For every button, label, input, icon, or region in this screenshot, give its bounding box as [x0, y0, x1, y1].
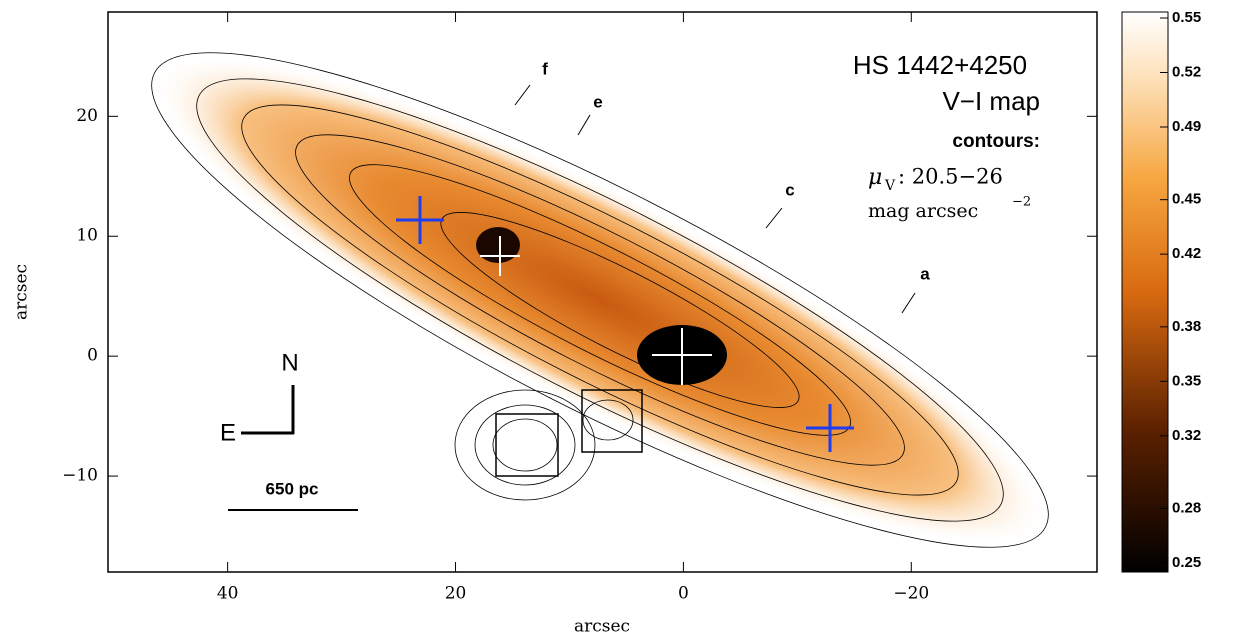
y-tick-label: 10 — [76, 226, 98, 246]
colorbar-tick-label: 0.45 — [1172, 191, 1201, 208]
scale-label: 650 pc — [266, 479, 319, 498]
y-tick-label: 0 — [87, 346, 98, 366]
colorbar-tick-label: 0.25 — [1172, 554, 1201, 571]
x-tick-label: 20 — [445, 584, 467, 604]
y-tick-label: −10 — [62, 466, 98, 486]
title: HS 1442+4250 — [853, 50, 1027, 80]
label-e: e — [593, 92, 602, 111]
label-a: a — [920, 264, 930, 283]
subtitle: V−I map — [942, 86, 1040, 116]
mu-subscript: V — [884, 178, 896, 194]
colorbar-tick-label: 0.35 — [1172, 372, 1201, 389]
x-tick-label: 40 — [217, 584, 239, 604]
mu-symbol: μ — [868, 165, 882, 190]
y-axis-label: arcsec — [12, 264, 32, 320]
figure: HS 1442+4250 V−I map contours: μ V : 20.… — [0, 0, 1235, 641]
east-label: E — [220, 419, 236, 446]
label-f: f — [542, 59, 548, 78]
colorbar-tick-label: 0.38 — [1172, 318, 1201, 335]
colorbar-tick-label: 0.55 — [1172, 9, 1201, 26]
units: mag arcsec — [868, 200, 978, 222]
x-tick-label: −20 — [893, 584, 929, 604]
north-label: N — [281, 349, 298, 376]
colorbar-tick-label: 0.42 — [1172, 245, 1201, 262]
contours-label: contours: — [952, 131, 1040, 152]
x-axis-label: arcsec — [574, 617, 630, 637]
y-tick-label: 20 — [76, 106, 98, 126]
x-tick-label: 0 — [678, 584, 689, 604]
colorbar-tick-label: 0.32 — [1172, 427, 1201, 444]
colorbar — [1122, 12, 1168, 572]
label-c: c — [785, 180, 794, 199]
colorbar-tick-label: 0.28 — [1172, 499, 1201, 516]
colorbar-tick-label: 0.52 — [1172, 63, 1201, 80]
mu-range: : 20.5−26 — [898, 165, 1003, 189]
colorbar-tick-label: 0.49 — [1172, 118, 1201, 135]
units-exponent: −2 — [1012, 195, 1031, 210]
